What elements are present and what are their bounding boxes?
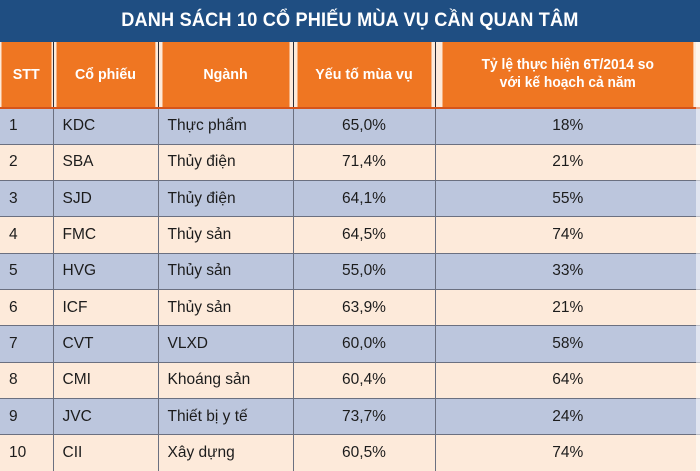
- table-row: 8 CMI Khoáng sản 60,4% 64%: [0, 362, 700, 399]
- cell-stt: 5: [0, 253, 54, 290]
- table-row: 1 KDC Thực phẩm 65,0% 18%: [0, 108, 700, 145]
- cell-completion-rate: 21%: [435, 289, 700, 327]
- cell-completion-rate: 55%: [435, 180, 700, 218]
- cell-industry: Thủy điện: [158, 144, 294, 182]
- cell-stock-code: CVT: [53, 325, 159, 363]
- cell-industry: Thủy sản: [158, 289, 294, 327]
- cell-completion-rate: 58%: [435, 325, 700, 363]
- cell-seasonal-factor: 73,7%: [293, 398, 436, 436]
- cell-stock-code: JVC: [53, 398, 159, 436]
- column-header-completion-rate: Tỷ lệ thực hiện 6T/2014 so với kế hoạch …: [441, 42, 694, 109]
- cell-industry: Thiết bị y tế: [158, 398, 294, 436]
- cell-stock-code: CII: [53, 434, 159, 471]
- cell-industry: Thực phẩm: [158, 108, 294, 145]
- cell-seasonal-factor: 71,4%: [293, 144, 436, 182]
- cell-seasonal-factor: 55,0%: [293, 253, 436, 290]
- table-row: 3 SJD Thủy điện 64,1% 55%: [0, 180, 700, 218]
- cell-stt: 4: [0, 216, 54, 254]
- cell-stock-code: SBA: [53, 144, 159, 182]
- table-row: 7 CVT VLXD 60,0% 58%: [0, 325, 700, 363]
- cell-stt: 9: [0, 398, 54, 436]
- page-title: DANH SÁCH 10 CỔ PHIẾU MÙA VỤ CẦN QUAN TÂ…: [121, 9, 579, 32]
- cell-completion-rate: 64%: [435, 362, 700, 399]
- seasonal-stocks-table: STT Cổ phiếu Ngành Yếu tố mùa vụ Tỷ lệ t…: [0, 42, 700, 471]
- cell-stt: 2: [0, 144, 54, 182]
- cell-stock-code: HVG: [53, 253, 159, 290]
- column-header-completion-rate-line2: với kế hoạch cả năm: [499, 74, 636, 91]
- cell-completion-rate: 24%: [435, 398, 700, 436]
- cell-completion-rate: 33%: [435, 253, 700, 290]
- table-row: 9 JVC Thiết bị y tế 73,7% 24%: [0, 398, 700, 436]
- cell-seasonal-factor: 60,5%: [293, 434, 436, 471]
- cell-industry: Thủy sản: [158, 216, 294, 254]
- cell-completion-rate: 21%: [435, 144, 700, 182]
- title-bar: DANH SÁCH 10 CỔ PHIẾU MÙA VỤ CẦN QUAN TÂ…: [0, 0, 700, 42]
- cell-stock-code: ICF: [53, 289, 159, 327]
- cell-industry: Thủy sản: [158, 253, 294, 290]
- cell-stt: 1: [0, 108, 54, 145]
- cell-industry: Thủy điện: [158, 180, 294, 218]
- cell-completion-rate: 18%: [435, 108, 700, 145]
- table-row: 6 ICF Thủy sản 63,9% 21%: [0, 289, 700, 327]
- table-row: 5 HVG Thủy sản 55,0% 33%: [0, 253, 700, 290]
- column-header-completion-rate-line1: Tỷ lệ thực hiện 6T/2014 so: [481, 57, 654, 74]
- table-header: STT Cổ phiếu Ngành Yếu tố mùa vụ Tỷ lệ t…: [0, 42, 700, 109]
- cell-stt: 3: [0, 180, 54, 218]
- cell-seasonal-factor: 60,4%: [293, 362, 436, 399]
- table-body: 1 KDC Thực phẩm 65,0% 18% 2 SBA Thủy điện 71,4% 2…: [0, 108, 700, 471]
- cell-seasonal-factor: 60,0%: [293, 325, 436, 363]
- cell-stt: 7: [0, 325, 54, 363]
- cell-stock-code: CMI: [53, 362, 159, 399]
- cell-completion-rate: 74%: [435, 216, 700, 254]
- cell-industry: VLXD: [158, 325, 294, 363]
- cell-stock-code: KDC: [53, 108, 159, 145]
- cell-stt: 8: [0, 362, 54, 399]
- table-row: 2 SBA Thủy điện 71,4% 21%: [0, 144, 700, 182]
- cell-industry: Khoáng sản: [158, 362, 294, 399]
- cell-stock-code: SJD: [53, 180, 159, 218]
- column-header-seasonal-factor: Yếu tố mùa vụ: [296, 42, 432, 109]
- cell-completion-rate: 74%: [435, 434, 700, 471]
- cell-industry: Xây dựng: [158, 434, 294, 471]
- table-row: 4 FMC Thủy sản 64,5% 74%: [0, 216, 700, 254]
- cell-stock-code: FMC: [53, 216, 159, 254]
- column-header-stock-code: Cổ phiếu: [55, 42, 156, 109]
- table-row: 10 CII Xây dựng 60,5% 74%: [0, 434, 700, 471]
- cell-seasonal-factor: 65,0%: [293, 108, 436, 145]
- cell-seasonal-factor: 64,5%: [293, 216, 436, 254]
- column-header-industry: Ngành: [161, 42, 291, 109]
- table-header-row: STT Cổ phiếu Ngành Yếu tố mùa vụ Tỷ lệ t…: [0, 42, 700, 109]
- cell-stt: 6: [0, 289, 54, 327]
- column-header-stt: STT: [1, 42, 53, 109]
- cell-stt: 10: [0, 434, 54, 471]
- cell-seasonal-factor: 64,1%: [293, 180, 436, 218]
- cell-seasonal-factor: 63,9%: [293, 289, 436, 327]
